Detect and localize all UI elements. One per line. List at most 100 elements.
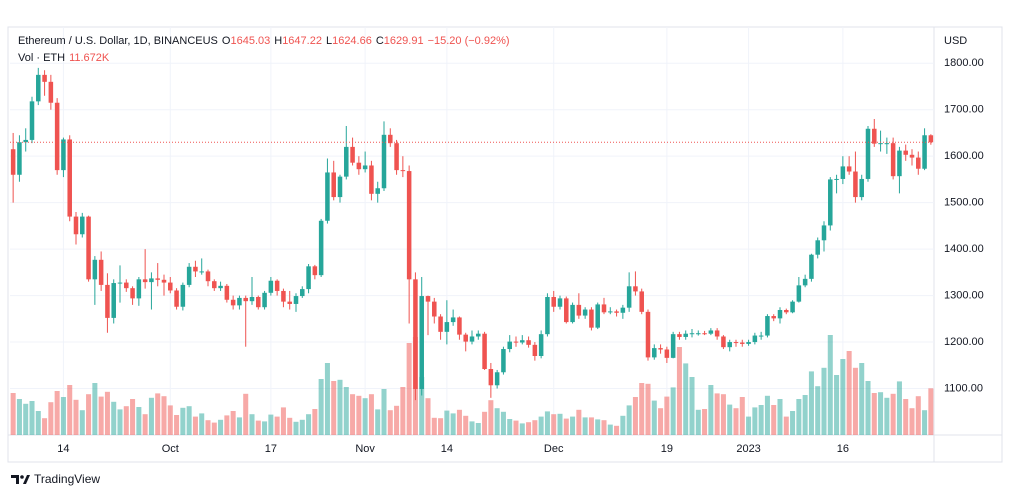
volume-bar <box>438 418 444 435</box>
candle-body <box>168 282 173 291</box>
candle-body <box>626 286 632 308</box>
candle-body <box>809 254 814 279</box>
volume-bar <box>218 419 224 435</box>
ohlc-label: O <box>221 35 231 47</box>
volume-bar <box>834 375 840 435</box>
candle-body <box>696 333 701 335</box>
volume-bar <box>211 422 217 435</box>
candle-body <box>476 333 481 337</box>
volume-bar <box>475 423 481 435</box>
candle-body <box>281 290 286 302</box>
volume-bar <box>148 397 154 435</box>
volume-bar <box>425 398 431 435</box>
volume-bar <box>500 411 506 435</box>
candle-body <box>865 128 871 179</box>
volume-bar <box>922 410 928 435</box>
candle-body <box>117 282 123 284</box>
volume-bar <box>551 414 557 435</box>
candle-body <box>243 297 248 302</box>
volume-bar <box>456 409 462 435</box>
candle-body <box>821 225 827 241</box>
volume-bar <box>98 396 104 435</box>
volume-bar <box>142 414 148 435</box>
volume-bar <box>689 377 695 435</box>
candle-body <box>186 266 192 285</box>
volume-bar <box>155 393 161 435</box>
volume-bar <box>601 420 607 435</box>
x-tick-label: 16 <box>837 443 849 455</box>
candle-body <box>884 143 890 145</box>
volume-bar <box>249 414 255 435</box>
volume-bar <box>381 389 387 435</box>
x-tick-label: 14 <box>441 443 453 455</box>
y-tick-label: 1800.00 <box>944 57 984 69</box>
candle-body <box>306 266 311 290</box>
volume-bar <box>702 409 708 435</box>
ohlc-label: L <box>325 35 333 47</box>
volume-bar <box>821 367 827 435</box>
candle-body <box>664 349 670 358</box>
candle-body <box>237 297 242 306</box>
volume-bar <box>255 420 261 435</box>
candle-body <box>155 278 160 280</box>
volume-bar <box>739 397 745 435</box>
volume-bar <box>871 393 877 435</box>
candle-body <box>312 266 318 276</box>
candle-body <box>746 342 751 344</box>
brand-logo <box>11 475 30 484</box>
volume-bar <box>230 411 236 435</box>
volume-bar <box>306 414 312 435</box>
volume-bar <box>771 405 777 435</box>
candle-body <box>369 165 374 194</box>
candle-body <box>545 296 550 335</box>
candle-body <box>582 309 588 316</box>
ohlc-value: 1629.91 <box>383 35 424 47</box>
candle-body <box>293 296 299 304</box>
volume-bar <box>312 409 318 435</box>
volume-bar <box>368 394 374 435</box>
candle-body <box>212 281 217 289</box>
volume-bar <box>287 417 293 435</box>
volume-bar <box>852 367 858 435</box>
candle-body <box>494 372 500 386</box>
candle-body <box>268 280 274 293</box>
volume-bar <box>469 421 475 435</box>
x-tick-label: 14 <box>57 443 69 455</box>
candle-body <box>432 301 437 317</box>
ohlc-value: 1624.66 <box>332 35 372 47</box>
volume-bar <box>840 359 846 435</box>
candle-body <box>771 316 776 319</box>
candle-body <box>17 142 22 175</box>
candle-body <box>520 340 525 343</box>
candle-body <box>300 289 305 297</box>
candle-body <box>532 344 538 357</box>
candle-body <box>853 171 858 198</box>
x-tick-label: 17 <box>265 443 277 455</box>
volume-bar <box>48 402 54 435</box>
volume-bar <box>324 363 330 435</box>
y-tick-label: 1600.00 <box>944 150 984 162</box>
candle-body <box>488 369 494 386</box>
volume-bar <box>878 392 884 435</box>
volume-bar <box>815 386 821 435</box>
candle-body <box>73 216 79 235</box>
volume-bar <box>111 401 117 435</box>
legend: Ethereum / U.S. Dollar, 1D, BINANCEUS O 16… <box>18 35 514 47</box>
volume-bar <box>280 407 286 435</box>
candle-body <box>256 296 261 308</box>
legend-title: Ethereum / U.S. Dollar, 1D, BINANCEUS <box>18 35 218 47</box>
candle-body <box>614 311 619 313</box>
candle-body <box>111 283 116 318</box>
volume-bar <box>406 343 412 435</box>
volume-bar <box>268 414 274 435</box>
candle-body <box>193 266 198 272</box>
candle-body <box>702 333 707 335</box>
candle-body <box>784 309 789 313</box>
candle-body <box>922 135 927 169</box>
volume-bar <box>607 424 613 435</box>
volume-bar <box>576 409 582 435</box>
y-tick-label: 1300.00 <box>944 289 984 301</box>
volume-bar <box>846 351 852 435</box>
volume-bar <box>538 416 544 435</box>
